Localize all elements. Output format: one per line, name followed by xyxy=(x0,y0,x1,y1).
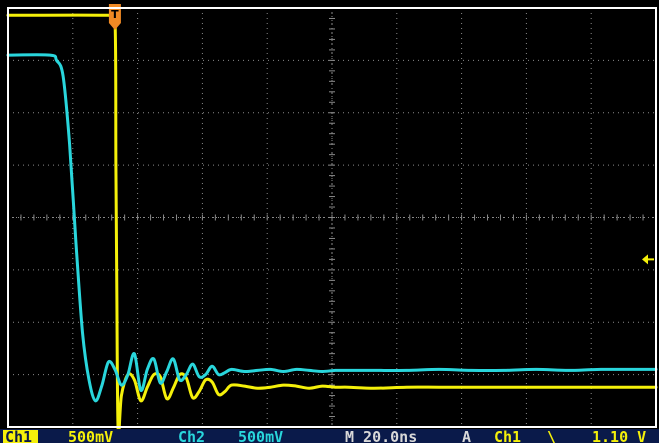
trigger-marker-icon xyxy=(108,4,121,30)
ch2-scale: 500mV xyxy=(238,428,283,443)
trigger-source: Ch1 xyxy=(494,428,521,443)
status-bar-background xyxy=(0,429,659,443)
timebase-readout: M 20.0ns xyxy=(345,428,417,443)
ch1-label: Ch1 xyxy=(5,428,32,443)
ch1-scale: 500mV xyxy=(68,428,113,443)
marker-layer: T xyxy=(108,4,654,265)
trigger-marker-label: T xyxy=(111,8,119,21)
ch2-label: Ch2 xyxy=(178,428,205,443)
status-bar: Ch1 500mV Ch2 500mV M 20.0ns A Ch1 \ 1.1… xyxy=(0,428,659,443)
trigger-position-marker: T xyxy=(108,4,121,30)
trigger-level: 1.10 V xyxy=(592,428,646,443)
trigger-mode: A xyxy=(462,428,471,443)
trigger-level-arrow-icon xyxy=(642,254,654,265)
trigger-slope-icon: \ xyxy=(547,428,556,443)
trace-ch2 xyxy=(6,53,658,403)
graticule-frame xyxy=(7,7,657,428)
graticule xyxy=(8,8,656,427)
ch1-label-badge xyxy=(3,430,38,443)
